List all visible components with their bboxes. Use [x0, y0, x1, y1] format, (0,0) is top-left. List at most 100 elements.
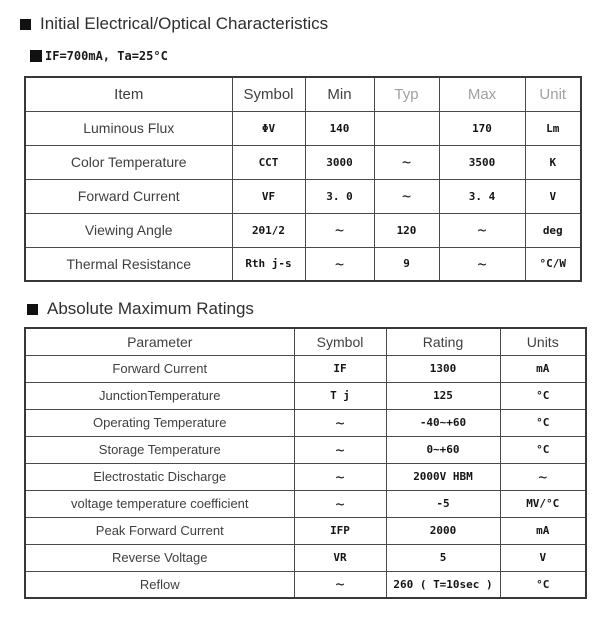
row-label: Thermal Resistance [24, 246, 233, 282]
table-row: Operating Temperature ~ -40~+60 °C [24, 408, 587, 437]
cell-value: ~ [373, 178, 440, 214]
table-row: voltage temperature coefficient ~ -5 MV/°C [24, 489, 587, 518]
black-square-bullet-icon [20, 18, 31, 30]
column-header-unit: Unit [524, 76, 582, 112]
cell-value: ~ [373, 144, 440, 180]
row-label: Luminous Flux [24, 110, 233, 146]
cell-value: ~ [304, 246, 375, 282]
cell-value: ~ [293, 408, 387, 437]
cell-value: mA [499, 516, 587, 545]
cell-value: °C [499, 381, 587, 410]
cell-value: ~ [438, 212, 526, 248]
black-square-bullet-icon [27, 303, 38, 315]
cell-value: mA [499, 354, 587, 383]
cell-value: 140 [304, 110, 375, 146]
cell-value: °C [499, 570, 587, 599]
section1-title: Initial Electrical/Optical Characteristi… [20, 14, 600, 34]
cell-value: ~ [293, 489, 387, 518]
absolute-maximum-ratings-table: Parameter Symbol Rating Units Forward Curre… [24, 327, 587, 599]
cell-value: ~ [304, 212, 375, 248]
column-header-symbol: Symbol [231, 76, 306, 112]
cell-value: 3. 4 [438, 178, 526, 214]
cell-value: Lm [524, 110, 582, 146]
cell-value: °C [499, 408, 587, 437]
column-header-typ: Typ [373, 76, 440, 112]
table-row: Electrostatic Discharge ~2000V HBM ~ [24, 462, 587, 491]
cell-value: 125 [385, 381, 501, 410]
section2-title: Absolute Maximum Ratings [27, 299, 600, 319]
cell-value: IF [293, 354, 387, 383]
cell-value: VR [293, 543, 387, 572]
cell-value: 3. 0 [304, 178, 375, 214]
cell-value: -40~+60 [385, 408, 501, 437]
cell-value: ΦV [231, 110, 306, 146]
test-condition-text: IF=700mA, Ta=25°C [45, 49, 168, 63]
row-label: Operating Temperature [24, 408, 295, 437]
datasheet-page: Initial Electrical/Optical Characteristi… [0, 14, 600, 599]
cell-value: 120 [373, 212, 440, 248]
table-row: Reflow ~260 ( T=10sec ) °C [24, 570, 587, 599]
table-row: Peak Forward Current IFP 2000 mA [24, 516, 587, 545]
column-header-rating: Rating [385, 327, 501, 356]
table-row: Viewing Angle 2θ1/2 ~120 ~ deg [24, 212, 582, 248]
row-label: Color Temperature [24, 144, 233, 180]
cell-value: 2000 [385, 516, 501, 545]
row-label: Peak Forward Current [24, 516, 295, 545]
section2-title-text: Absolute Maximum Ratings [47, 299, 254, 318]
cell-value: V [524, 178, 582, 214]
cell-value: 0~+60 [385, 435, 501, 464]
column-header-item: Item [24, 76, 233, 112]
column-header-min: Min [304, 76, 375, 112]
cell-value: 3000 [304, 144, 375, 180]
table-row: JunctionTemperature T j 125 °C [24, 381, 587, 410]
cell-value: deg [524, 212, 582, 248]
row-label: Reflow [24, 570, 295, 599]
column-header-units: Units [499, 327, 587, 356]
table-row: Color Temperature CCT 3000 ~3500 K [24, 144, 582, 180]
cell-value: 170 [438, 110, 526, 146]
table-row: Luminous Flux ΦV 140 170 Lm [24, 110, 582, 146]
cell-value: ~ [499, 462, 587, 491]
cell-value: ~ [438, 246, 526, 282]
cell-value: ~ [293, 462, 387, 491]
row-label: Viewing Angle [24, 212, 233, 248]
cell-value: T j [293, 381, 387, 410]
cell-value: ~ [293, 570, 387, 599]
row-label: Forward Current [24, 354, 295, 383]
cell-value: °C/W [524, 246, 582, 282]
table-row: Storage Temperature ~0~+60 °C [24, 435, 587, 464]
cell-value: IFP [293, 516, 387, 545]
table-row: Reverse Voltage VR 5 V [24, 543, 587, 572]
header-row: Parameter Symbol Rating Units [24, 327, 587, 356]
black-square-bullet-icon [30, 50, 42, 62]
cell-value: K [524, 144, 582, 180]
row-label: Storage Temperature [24, 435, 295, 464]
cell-value [373, 110, 440, 146]
electrical-optical-characteristics-table: Item Symbol Min Typ Max Unit Luminous Flux ΦV 1… [24, 76, 582, 282]
column-header-symbol: Symbol [293, 327, 387, 356]
row-label: Electrostatic Discharge [24, 462, 295, 491]
column-header-parameter: Parameter [24, 327, 295, 356]
cell-value: V [499, 543, 587, 572]
cell-value: ~ [293, 435, 387, 464]
test-condition: IF=700mA, Ta=25°C [30, 49, 600, 63]
cell-value: 1300 [385, 354, 501, 383]
row-label: voltage temperature coefficient [24, 489, 295, 518]
table-row: Thermal Resistance Rth j-s ~9 ~ °C/W [24, 246, 582, 282]
cell-value: 260 ( T=10sec ) [385, 570, 501, 599]
cell-value: -5 [385, 489, 501, 518]
column-header-max: Max [438, 76, 526, 112]
table-row: Forward Current IF 1300 mA [24, 354, 587, 383]
row-label: Reverse Voltage [24, 543, 295, 572]
cell-value: °C [499, 435, 587, 464]
cell-value: MV/°C [499, 489, 587, 518]
cell-value: Rth j-s [231, 246, 306, 282]
cell-value: CCT [231, 144, 306, 180]
row-label: Forward Current [24, 178, 233, 214]
header-row: Item Symbol Min Typ Max Unit [24, 76, 582, 112]
row-label: JunctionTemperature [24, 381, 295, 410]
cell-value: 2θ1/2 [231, 212, 306, 248]
cell-value: 2000V HBM [385, 462, 501, 491]
cell-value: 9 [373, 246, 440, 282]
